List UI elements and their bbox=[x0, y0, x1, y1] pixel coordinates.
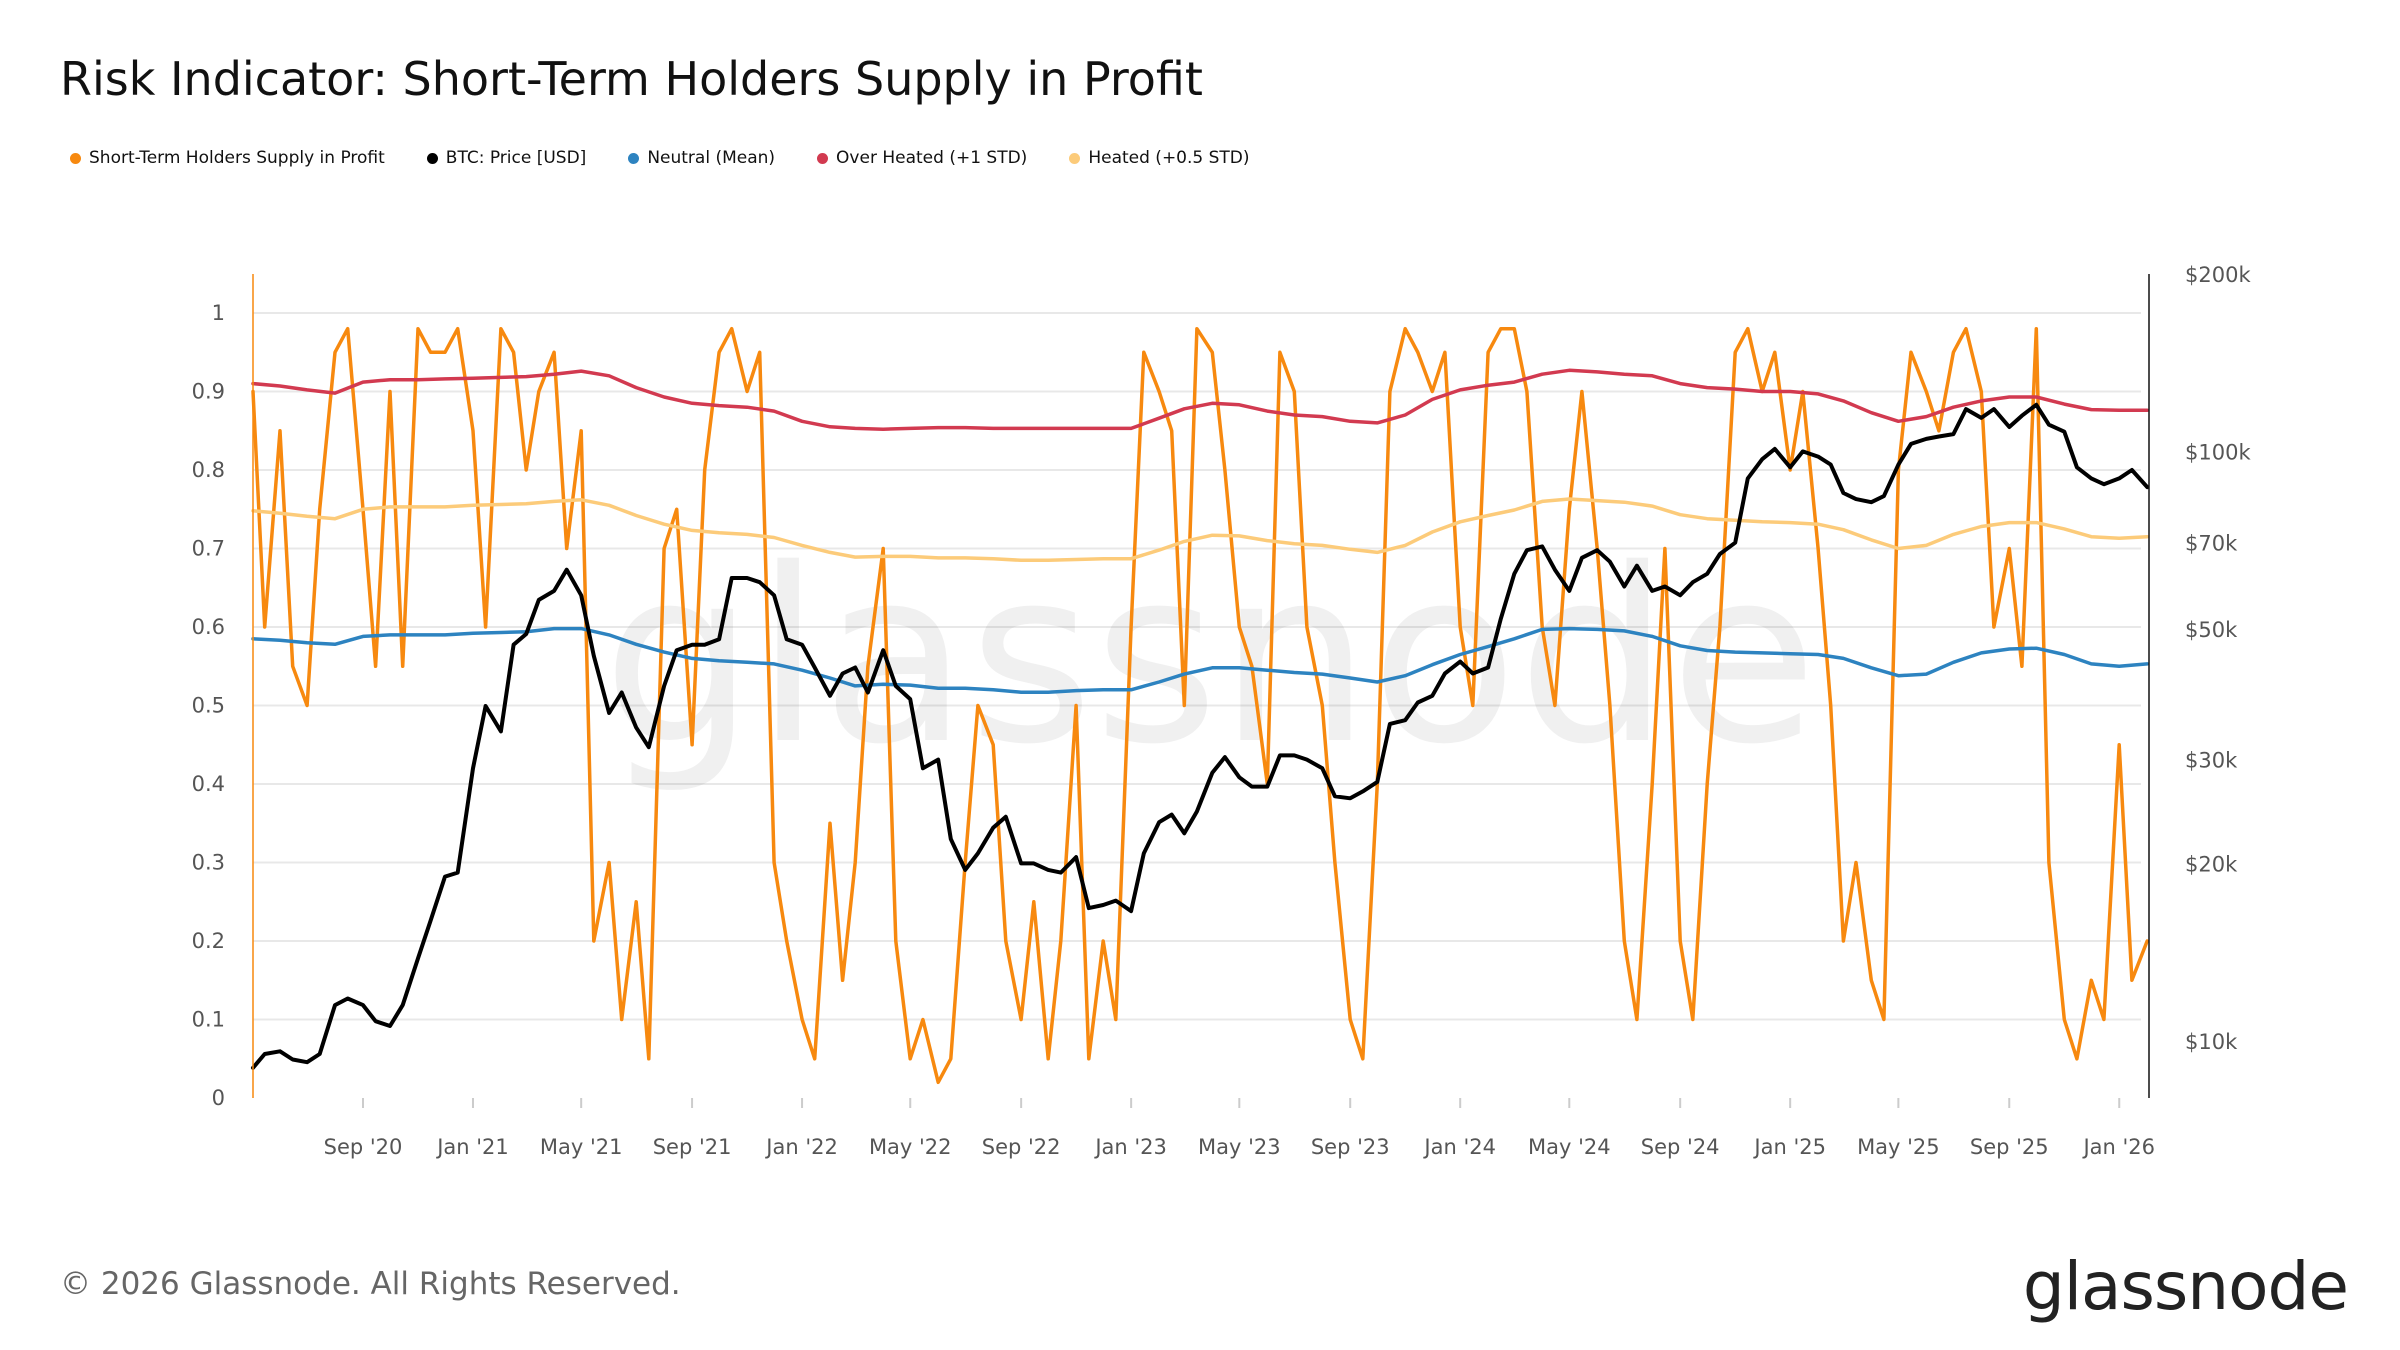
legend-dot-icon bbox=[426, 152, 438, 164]
x-tick-label: Jan '21 bbox=[435, 1135, 509, 1159]
y-right-tick-label: $20k bbox=[2185, 852, 2238, 876]
y-right-tick-label: $100k bbox=[2185, 440, 2251, 464]
watermark: glassnode bbox=[602, 517, 1817, 797]
x-tick-label: Sep '22 bbox=[982, 1135, 1061, 1159]
legend-item-btc-price[interactable]: BTC: Price [USD] bbox=[426, 148, 587, 168]
x-tick-label: Sep '20 bbox=[324, 1135, 403, 1159]
y-left-tick-label: 1 bbox=[212, 301, 225, 325]
x-tick-label: Jan '22 bbox=[764, 1135, 838, 1159]
y-left-tick-label: 0.2 bbox=[192, 929, 225, 953]
series-line-btc-price-usd bbox=[251, 402, 2150, 1070]
x-tick-label: Jan '26 bbox=[2081, 1135, 2155, 1159]
legend-item-over-heated[interactable]: Over Heated (+1 STD) bbox=[817, 148, 1027, 168]
series-line-over-heated-1-std bbox=[251, 368, 2149, 431]
x-tick-label: May '21 bbox=[540, 1135, 623, 1159]
x-tick-label: Sep '23 bbox=[1311, 1135, 1390, 1159]
y-left-tick-label: 0.4 bbox=[192, 772, 225, 796]
chart-title: Risk Indicator: Short-Term Holders Suppl… bbox=[60, 52, 1203, 106]
legend-label: Heated (+0.5 STD) bbox=[1088, 148, 1250, 168]
y-left-tick-label: 0.1 bbox=[192, 1008, 225, 1032]
y-right-tick-label: $10k bbox=[2185, 1030, 2238, 1054]
legend-label: BTC: Price [USD] bbox=[445, 148, 587, 168]
x-tick-label: May '24 bbox=[1528, 1135, 1611, 1159]
y-left-tick-label: 0.3 bbox=[192, 851, 225, 875]
y-left-tick-label: 0.5 bbox=[192, 694, 225, 718]
x-tick-label: Sep '25 bbox=[1970, 1135, 2049, 1159]
x-tick-label: Sep '21 bbox=[653, 1135, 732, 1159]
legend-dot-icon bbox=[1069, 152, 1081, 164]
y-left-tick-label: 0 bbox=[212, 1086, 225, 1110]
y-right-tick-label: $30k bbox=[2185, 749, 2238, 773]
series-line-heated-0-5-std bbox=[251, 497, 2149, 563]
x-tick-label: Jan '25 bbox=[1752, 1135, 1826, 1159]
x-tick-label: May '22 bbox=[869, 1135, 952, 1159]
series-line-neutral-mean bbox=[251, 626, 2149, 694]
x-tick-label: May '23 bbox=[1198, 1135, 1281, 1159]
legend-item-neutral[interactable]: Neutral (Mean) bbox=[628, 148, 775, 168]
x-tick-label: Jan '23 bbox=[1093, 1135, 1167, 1159]
legend: Short-Term Holders Supply in Profit BTC:… bbox=[70, 148, 1292, 168]
y-left-tick-label: 0.7 bbox=[192, 537, 225, 561]
y-left-tick-label: 0.6 bbox=[192, 615, 225, 639]
series-line-short-term-holders-supply-in-profit bbox=[251, 326, 2149, 1085]
glassnode-logo: glassnode bbox=[2022, 1248, 2349, 1325]
y-right-tick-label: $200k bbox=[2185, 263, 2251, 287]
legend-label: Short-Term Holders Supply in Profit bbox=[89, 148, 385, 168]
legend-item-heated[interactable]: Heated (+0.5 STD) bbox=[1069, 148, 1250, 168]
legend-item-sth-supply[interactable]: Short-Term Holders Supply in Profit bbox=[70, 148, 385, 168]
y-left-tick-label: 0.8 bbox=[192, 458, 225, 482]
legend-label: Neutral (Mean) bbox=[647, 148, 776, 168]
legend-dot-icon bbox=[70, 152, 81, 164]
x-tick-label: May '25 bbox=[1857, 1135, 1940, 1159]
y-right-tick-label: $50k bbox=[2185, 618, 2238, 642]
legend-dot-icon bbox=[817, 152, 829, 164]
y-right-tick-label: $70k bbox=[2185, 532, 2238, 556]
legend-dot-icon bbox=[628, 152, 640, 164]
copyright-text: © 2026 Glassnode. All Rights Reserved. bbox=[60, 1266, 681, 1302]
legend-label: Over Heated (+1 STD) bbox=[836, 148, 1028, 168]
x-tick-label: Sep '24 bbox=[1641, 1135, 1720, 1159]
y-left-tick-label: 0.9 bbox=[192, 380, 225, 404]
x-tick-label: Jan '24 bbox=[1422, 1135, 1496, 1159]
